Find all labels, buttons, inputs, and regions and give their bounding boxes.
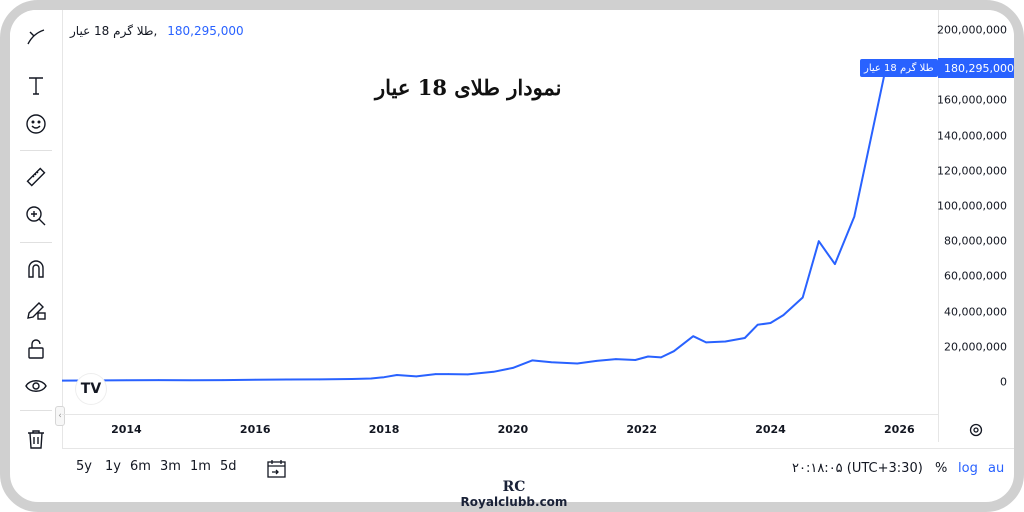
chart-title: نمودار طلای 18 عیار bbox=[375, 75, 562, 100]
x-tick-label: 2026 bbox=[884, 423, 915, 436]
data-point bbox=[396, 374, 398, 376]
y-tick-label: 0 bbox=[1000, 375, 1007, 389]
y-tick-label: 40,000,000 bbox=[944, 305, 1007, 319]
data-point bbox=[62, 379, 63, 382]
last-price-series-label: طلا گرم 18 عیار bbox=[860, 59, 938, 77]
y-tick-label: 160,000,000 bbox=[937, 93, 1007, 107]
y-tick-label: 200,000,000 bbox=[937, 23, 1007, 37]
collapse-toolbar-handle[interactable]: ‹ bbox=[55, 406, 65, 426]
data-point bbox=[756, 324, 759, 326]
log-scale-toggle[interactable]: log bbox=[958, 461, 978, 476]
range-1y[interactable]: 1y bbox=[105, 459, 121, 474]
data-point bbox=[370, 377, 373, 380]
range-1m[interactable]: 1m bbox=[190, 459, 211, 474]
data-point bbox=[705, 341, 707, 344]
emoji-icon[interactable] bbox=[22, 110, 50, 138]
watermark-logo: RC bbox=[502, 479, 526, 495]
y-tick-label: 120,000,000 bbox=[937, 164, 1007, 178]
calendar-goto-icon[interactable] bbox=[266, 458, 288, 480]
data-point bbox=[634, 359, 637, 361]
watermark: RC Royalclubb.com bbox=[455, 480, 573, 512]
data-point bbox=[467, 373, 469, 376]
zoom-icon[interactable] bbox=[22, 202, 50, 230]
range-6m[interactable]: 6m bbox=[130, 459, 151, 474]
magnet-icon[interactable] bbox=[22, 255, 50, 283]
range-5d[interactable]: 5d bbox=[220, 459, 237, 474]
range-3m[interactable]: 3m bbox=[160, 459, 181, 474]
data-point bbox=[595, 360, 598, 362]
x-tick-label: 2020 bbox=[497, 423, 529, 436]
chart-window: ‹ طلا گرم 18 عیار, 180,295,000 نمودار طل… bbox=[10, 10, 1014, 490]
y-tick-label: 60,000,000 bbox=[944, 269, 1007, 283]
data-point bbox=[125, 379, 128, 382]
ruler-icon[interactable] bbox=[22, 163, 50, 191]
pencil-lock-icon[interactable] bbox=[22, 296, 50, 324]
brush-icon[interactable] bbox=[22, 24, 50, 52]
lock-icon[interactable] bbox=[22, 335, 50, 363]
data-point bbox=[615, 358, 617, 360]
y-tick-label: 100,000,000 bbox=[937, 199, 1007, 213]
x-tick-label: 2018 bbox=[368, 423, 400, 436]
data-point bbox=[512, 367, 514, 369]
price-chart[interactable] bbox=[62, 10, 938, 414]
legend-separator: , bbox=[153, 24, 158, 38]
data-point bbox=[647, 355, 649, 358]
x-tick-label: 2014 bbox=[111, 423, 142, 436]
y-tick-label: 20,000,000 bbox=[944, 340, 1007, 354]
data-point bbox=[415, 375, 418, 378]
data-point bbox=[383, 376, 385, 379]
percent-scale-toggle[interactable]: % bbox=[935, 461, 948, 476]
data-point bbox=[744, 337, 746, 339]
text-icon[interactable] bbox=[22, 72, 50, 100]
watermark-site: Royalclubb.com bbox=[460, 495, 568, 509]
drawing-toolbar bbox=[10, 10, 63, 490]
y-tick-label: 140,000,000 bbox=[937, 129, 1007, 143]
data-point bbox=[550, 361, 553, 364]
data-point bbox=[157, 379, 160, 381]
data-point bbox=[692, 335, 694, 338]
data-point bbox=[673, 350, 675, 353]
data-point bbox=[853, 215, 856, 218]
y-tick-label: 80,000,000 bbox=[944, 234, 1007, 248]
series-legend: طلا گرم 18 عیار, 180,295,000 bbox=[70, 24, 244, 38]
auto-scale-toggle[interactable]: au bbox=[988, 461, 1005, 476]
data-point bbox=[660, 356, 662, 359]
x-tick-label: 2024 bbox=[755, 423, 786, 436]
data-point bbox=[801, 296, 804, 299]
settings-gear-icon[interactable] bbox=[968, 422, 984, 438]
x-tick-label: 2022 bbox=[626, 423, 658, 436]
eye-icon[interactable] bbox=[22, 372, 50, 400]
legend-value: 180,295,000 bbox=[167, 24, 244, 38]
data-point bbox=[434, 373, 437, 375]
data-point bbox=[222, 379, 224, 381]
data-point bbox=[769, 322, 772, 324]
data-point bbox=[318, 378, 321, 381]
data-point bbox=[190, 379, 192, 382]
trash-icon[interactable] bbox=[22, 425, 50, 453]
tradingview-logo[interactable]: TV bbox=[76, 374, 106, 404]
data-point bbox=[576, 362, 579, 365]
data-point bbox=[447, 373, 450, 375]
clock-timezone[interactable]: ۲۰:۱۸:۰۵ (UTC+3:30) bbox=[792, 461, 923, 476]
data-point bbox=[531, 359, 533, 362]
x-tick-label: 2016 bbox=[239, 423, 271, 436]
series-line bbox=[62, 64, 888, 382]
data-point bbox=[834, 263, 836, 265]
data-point bbox=[818, 240, 820, 242]
bottom-toolbar: 5y 1y 6m 3m 1m 5d ۲۰:۱۸:۰۵ (UTC+3:30) % … bbox=[62, 448, 1014, 490]
data-point bbox=[351, 378, 353, 380]
last-price-tag: 180,295,000 bbox=[938, 58, 1014, 78]
data-point bbox=[492, 371, 495, 373]
data-point bbox=[782, 314, 785, 316]
data-point bbox=[254, 378, 256, 381]
time-axis[interactable]: 2014 2016 2018 2020 2022 2024 2026 bbox=[62, 414, 938, 443]
range-5y[interactable]: 5y bbox=[76, 459, 92, 474]
data-point bbox=[286, 378, 289, 381]
legend-name: طلا گرم 18 عیار bbox=[70, 24, 154, 38]
data-point bbox=[724, 340, 727, 343]
